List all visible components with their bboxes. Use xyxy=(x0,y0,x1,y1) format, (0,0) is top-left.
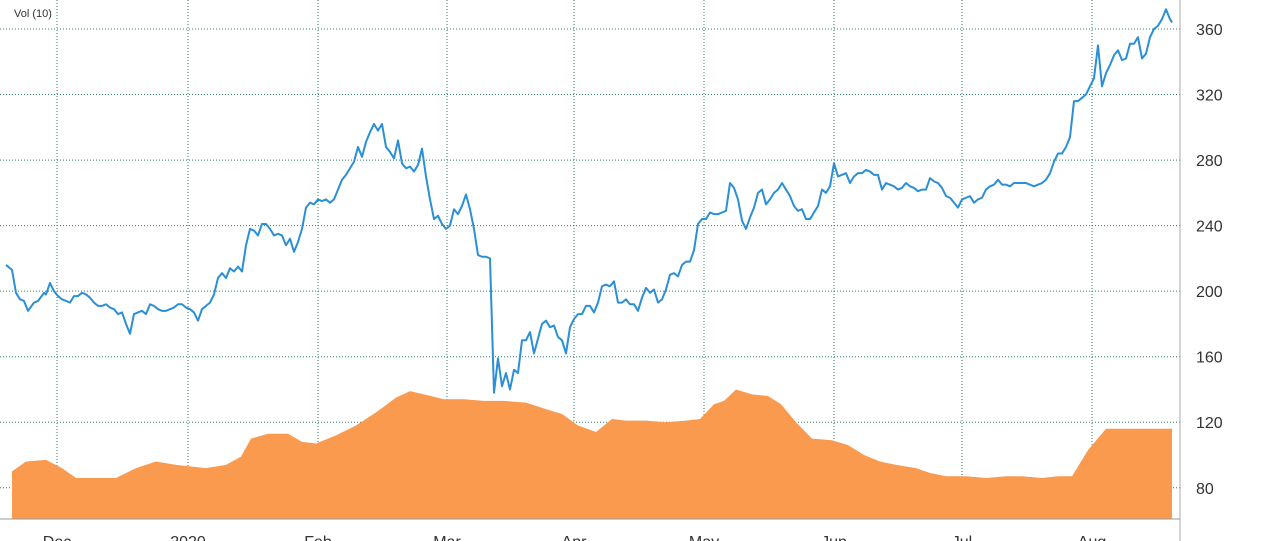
x-tick-label: Aug xyxy=(1078,534,1106,541)
volume-legend-label: Vol (10) xyxy=(14,8,52,20)
x-tick-label: May xyxy=(689,534,719,541)
x-tick-label: Feb xyxy=(304,534,332,541)
y-axis-tick-labels: 80 120 160 200 240 280 320 360 xyxy=(1196,22,1223,498)
y-tick-label: 120 xyxy=(1196,415,1223,432)
y-tick-label: 240 xyxy=(1196,219,1223,236)
price-line xyxy=(5,8,1173,394)
volume-area xyxy=(12,389,1172,519)
x-tick-label: Dec xyxy=(43,534,71,541)
x-tick-label: Mar xyxy=(433,534,461,541)
y-tick-label: 200 xyxy=(1196,284,1223,301)
x-tick-label: 2020 xyxy=(170,534,206,541)
volume-area-series xyxy=(12,389,1172,519)
x-tick-label: Jun xyxy=(821,534,847,541)
x-axis-tick-labels: Dec 2020 Feb Mar Apr May Jun Jul Aug xyxy=(43,534,1106,541)
y-tick-label: 320 xyxy=(1196,88,1223,105)
y-tick-label: 280 xyxy=(1196,153,1223,170)
y-tick-label: 80 xyxy=(1196,481,1214,498)
price-line-series xyxy=(5,8,1173,394)
y-tick-label: 360 xyxy=(1196,22,1223,39)
x-tick-label: Apr xyxy=(562,534,588,541)
x-tick-label: Jul xyxy=(952,534,972,541)
y-tick-label: 160 xyxy=(1196,350,1223,367)
